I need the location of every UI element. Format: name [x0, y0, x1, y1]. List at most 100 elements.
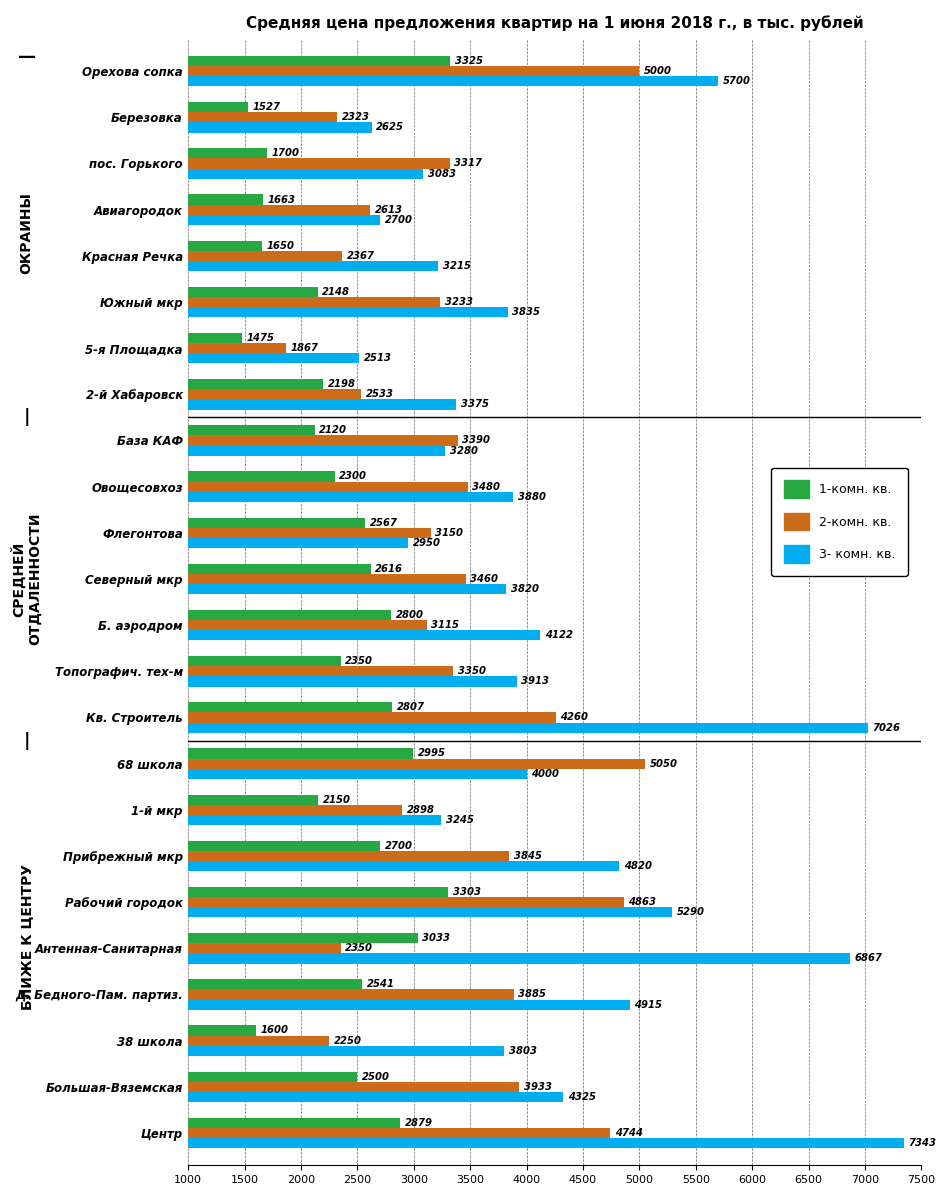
- Bar: [188, 287, 318, 296]
- Bar: [188, 1081, 519, 1092]
- Text: ОКРАИНЫ: ОКРАИНЫ: [20, 192, 33, 274]
- Text: 4915: 4915: [634, 1000, 662, 1009]
- Bar: [188, 528, 431, 538]
- Bar: [188, 379, 323, 389]
- Bar: [188, 1000, 630, 1009]
- Text: 3233: 3233: [445, 296, 473, 307]
- Text: 3390: 3390: [462, 436, 491, 445]
- Text: 3245: 3245: [446, 815, 474, 824]
- Bar: [188, 445, 445, 456]
- Text: 7343: 7343: [908, 1138, 936, 1148]
- Title: Средняя цена предложения квартир на 1 июня 2018 г., в тыс. рублей: Средняя цена предложения квартир на 1 ию…: [246, 14, 864, 31]
- Text: 2567: 2567: [370, 517, 398, 528]
- Bar: [188, 769, 527, 779]
- Bar: [188, 517, 365, 528]
- Text: 2613: 2613: [375, 205, 402, 215]
- Bar: [188, 907, 672, 917]
- Text: 2541: 2541: [366, 979, 395, 989]
- Bar: [188, 492, 513, 502]
- Bar: [188, 610, 391, 620]
- Text: 2150: 2150: [322, 794, 351, 805]
- Text: 3317: 3317: [454, 158, 482, 168]
- Text: —: —: [17, 48, 36, 66]
- Text: 5290: 5290: [676, 907, 705, 917]
- Text: 3460: 3460: [470, 574, 498, 584]
- Bar: [188, 1036, 329, 1045]
- Text: 4325: 4325: [568, 1092, 595, 1102]
- Text: 3280: 3280: [450, 445, 478, 456]
- Bar: [188, 1045, 504, 1056]
- Text: 3375: 3375: [460, 400, 489, 409]
- Text: 2533: 2533: [366, 389, 394, 400]
- Text: 4000: 4000: [531, 769, 559, 779]
- Bar: [188, 425, 315, 436]
- Bar: [188, 887, 448, 898]
- Bar: [188, 260, 438, 271]
- Bar: [188, 400, 456, 409]
- Bar: [188, 934, 417, 943]
- Text: 3215: 3215: [442, 260, 471, 271]
- Text: 4260: 4260: [560, 713, 589, 722]
- Bar: [188, 1138, 903, 1148]
- Text: 1475: 1475: [246, 332, 275, 343]
- Text: СРЕДНЕЙ
ОТДАЛЕННОСТИ: СРЕДНЕЙ ОТДАЛЕННОСТИ: [10, 512, 43, 646]
- Bar: [188, 343, 286, 353]
- Text: 3803: 3803: [509, 1045, 537, 1056]
- Text: 2513: 2513: [363, 353, 392, 364]
- Bar: [188, 1025, 256, 1036]
- Bar: [188, 66, 639, 77]
- Text: 3880: 3880: [517, 492, 546, 502]
- Text: 2323: 2323: [342, 113, 370, 122]
- Bar: [188, 296, 440, 307]
- Bar: [188, 749, 414, 758]
- Bar: [188, 389, 361, 400]
- Text: 3933: 3933: [524, 1081, 552, 1092]
- Bar: [188, 953, 850, 964]
- Text: 2700: 2700: [384, 841, 413, 851]
- Text: 3303: 3303: [453, 887, 480, 896]
- Bar: [188, 1072, 358, 1081]
- Text: 2700: 2700: [384, 215, 413, 224]
- Text: 3820: 3820: [511, 584, 539, 594]
- Text: 1663: 1663: [267, 194, 296, 204]
- Bar: [188, 251, 342, 260]
- Bar: [188, 656, 340, 666]
- Text: 3845: 3845: [514, 851, 542, 860]
- Bar: [188, 989, 514, 1000]
- Text: 4820: 4820: [624, 862, 651, 871]
- Bar: [188, 841, 380, 851]
- Bar: [188, 332, 242, 343]
- Text: 3913: 3913: [521, 677, 550, 686]
- Text: 2950: 2950: [413, 538, 440, 548]
- Bar: [188, 979, 362, 989]
- Bar: [188, 215, 380, 224]
- Text: 3885: 3885: [518, 990, 546, 1000]
- Text: 1527: 1527: [252, 102, 281, 112]
- Text: 3033: 3033: [422, 934, 450, 943]
- Bar: [188, 630, 540, 641]
- Text: 2350: 2350: [345, 943, 373, 953]
- Text: 3083: 3083: [428, 169, 456, 179]
- Bar: [188, 158, 450, 168]
- Text: 4122: 4122: [545, 630, 573, 641]
- Bar: [188, 584, 506, 594]
- Text: 3150: 3150: [436, 528, 463, 538]
- Text: 2995: 2995: [417, 749, 446, 758]
- Text: 1600: 1600: [261, 1026, 288, 1036]
- Text: 5700: 5700: [723, 77, 750, 86]
- Text: |: |: [24, 732, 29, 750]
- Bar: [188, 102, 247, 113]
- Text: 2120: 2120: [320, 425, 347, 436]
- Bar: [188, 943, 340, 953]
- Text: 6867: 6867: [854, 954, 883, 964]
- Bar: [188, 1128, 611, 1138]
- Text: 4744: 4744: [615, 1128, 643, 1138]
- Legend: 1-комн. кв., 2-комн. кв., 3- комн. кв.: 1-комн. кв., 2-комн. кв., 3- комн. кв.: [771, 468, 907, 576]
- Bar: [188, 204, 370, 215]
- Bar: [188, 564, 371, 574]
- Text: 2500: 2500: [362, 1072, 390, 1081]
- Bar: [188, 574, 466, 584]
- Text: 2879: 2879: [405, 1118, 433, 1128]
- Bar: [188, 194, 263, 204]
- Text: 1700: 1700: [272, 149, 300, 158]
